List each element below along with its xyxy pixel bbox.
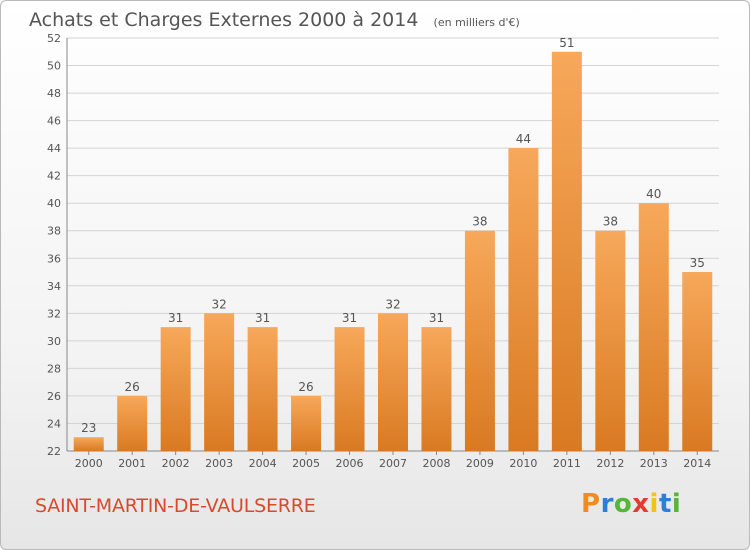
- x-tick-label: 2000: [75, 457, 103, 470]
- y-tick-label: 52: [47, 32, 61, 45]
- bar[interactable]: [464, 230, 495, 451]
- x-tick-label: 2007: [379, 457, 407, 470]
- x-tick-label: 2008: [422, 457, 450, 470]
- bar[interactable]: [160, 327, 191, 451]
- bar[interactable]: [595, 230, 626, 451]
- y-tick-label: 50: [47, 60, 61, 73]
- data-label: 51: [559, 36, 574, 50]
- y-tick-label: 46: [47, 115, 61, 128]
- y-tick-label: 24: [47, 417, 61, 430]
- x-tick-label: 2006: [336, 457, 364, 470]
- y-tick-label: 32: [47, 307, 61, 320]
- chart-title: Achats et Charges Externes 2000 à 2014: [29, 9, 419, 31]
- logo-letter: x: [632, 489, 650, 519]
- logo-letter: r: [600, 489, 614, 519]
- y-tick-label: 26: [47, 390, 61, 403]
- y-tick-label: 30: [47, 335, 61, 348]
- bar[interactable]: [247, 327, 278, 451]
- x-tick-label: 2002: [162, 457, 190, 470]
- y-tick-label: 22: [47, 445, 61, 458]
- x-tick-label: 2009: [466, 457, 494, 470]
- data-label: 31: [255, 311, 270, 325]
- data-label: 38: [603, 215, 618, 229]
- data-label: 35: [690, 256, 705, 270]
- commune-name: SAINT-MARTIN-DE-VAULSERRE: [35, 495, 316, 517]
- bar[interactable]: [508, 148, 539, 451]
- bar[interactable]: [638, 203, 669, 451]
- data-label: 31: [429, 311, 444, 325]
- data-label: 26: [125, 380, 140, 394]
- x-tick-label: 2012: [596, 457, 624, 470]
- x-tick-label: 2001: [118, 457, 146, 470]
- data-label: 32: [385, 297, 400, 311]
- data-label: 26: [298, 380, 313, 394]
- bar[interactable]: [291, 395, 322, 451]
- y-tick-label: 38: [47, 225, 61, 238]
- proxiti-logo[interactable]: Proxiti: [581, 489, 681, 519]
- bar[interactable]: [204, 313, 235, 451]
- x-tick-label: 2011: [553, 457, 581, 470]
- x-tick-label: 2014: [683, 457, 711, 470]
- logo-letter: P: [581, 489, 601, 519]
- title-row: Achats et Charges Externes 2000 à 2014 (…: [29, 9, 520, 31]
- y-tick-label: 34: [47, 280, 61, 293]
- data-label: 32: [211, 297, 226, 311]
- bar[interactable]: [682, 272, 713, 451]
- data-label: 23: [81, 421, 96, 435]
- logo-letter: t: [658, 489, 672, 519]
- bar[interactable]: [421, 327, 452, 451]
- x-tick-label: 2010: [509, 457, 537, 470]
- logo-letter: o: [613, 489, 633, 519]
- y-tick-label: 36: [47, 252, 61, 265]
- data-label: 40: [646, 187, 661, 201]
- logo-letter: i: [671, 489, 682, 519]
- bar[interactable]: [378, 313, 408, 451]
- data-label: 31: [168, 311, 183, 325]
- y-tick-label: 40: [47, 197, 61, 210]
- bar[interactable]: [117, 395, 148, 451]
- x-tick-label: 2003: [205, 457, 233, 470]
- data-label: 38: [472, 215, 487, 229]
- y-tick-label: 44: [47, 142, 61, 155]
- bar[interactable]: [73, 437, 104, 451]
- y-tick-label: 28: [47, 362, 61, 375]
- bar[interactable]: [334, 327, 365, 451]
- bar[interactable]: [551, 51, 582, 452]
- y-tick-label: 42: [47, 170, 61, 183]
- x-tick-label: 2005: [292, 457, 320, 470]
- logo-letter: i: [649, 489, 659, 519]
- data-label: 44: [516, 132, 531, 146]
- y-tick-label: 48: [47, 87, 61, 100]
- chart-subtitle: (en milliers d'€): [433, 16, 520, 29]
- x-tick-label: 2004: [249, 457, 277, 470]
- data-label: 31: [342, 311, 357, 325]
- x-tick-label: 2013: [640, 457, 668, 470]
